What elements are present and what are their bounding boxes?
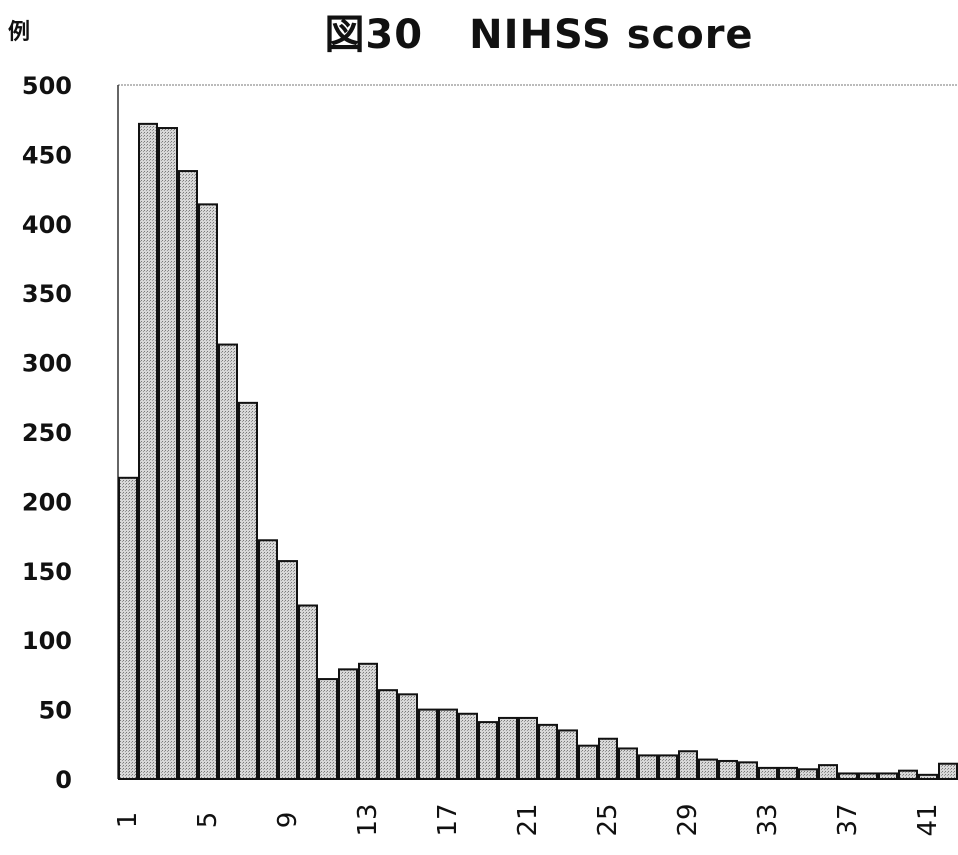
- bar: [458, 712, 478, 780]
- x-tick-label: 17: [433, 803, 463, 836]
- bar: [938, 762, 958, 780]
- bar: [378, 689, 398, 781]
- x-tick-label: 21: [513, 803, 543, 836]
- bar: [578, 744, 598, 780]
- bars: [118, 122, 958, 781]
- y-axis-ticks: 0 50 100 150 200 250 300 350 400 450 500: [22, 72, 72, 794]
- x-tick-label: 29: [673, 803, 703, 836]
- bar: [138, 122, 158, 780]
- bar: [418, 708, 438, 780]
- figure-number: 図30: [324, 12, 424, 58]
- bar: [278, 560, 298, 780]
- x-tick-label: 41: [913, 803, 943, 836]
- bar: [158, 127, 178, 780]
- x-tick-label: 37: [833, 803, 863, 836]
- bar: [798, 768, 818, 780]
- x-tick-label: 13: [353, 803, 383, 836]
- bar: [858, 772, 878, 780]
- bar: [558, 729, 578, 780]
- y-tick-label: 350: [22, 280, 72, 308]
- x-tick-label: 5: [193, 812, 223, 829]
- bar: [238, 401, 258, 780]
- bar: [598, 737, 618, 780]
- x-axis-ticks: 1 5 9 13 17 21 25 29 33 37 41: [113, 803, 943, 836]
- bar: [398, 693, 418, 780]
- bar: [298, 604, 318, 780]
- bar: [198, 203, 218, 781]
- bar: [258, 539, 278, 780]
- bar: [818, 764, 838, 780]
- bar: [778, 766, 798, 780]
- y-tick-label: 300: [22, 350, 72, 378]
- bar: [738, 761, 758, 780]
- bar: [338, 668, 358, 781]
- bar: [658, 754, 678, 780]
- bar: [318, 678, 338, 781]
- bar: [538, 723, 558, 780]
- x-tick-label: 1: [113, 812, 143, 829]
- bar: [518, 716, 538, 780]
- bar: [898, 769, 918, 780]
- title-text: NIHSS score: [469, 12, 754, 58]
- y-tick-label: 250: [22, 419, 72, 447]
- bar: [478, 721, 498, 780]
- chart-title: 図30 NIHSS score: [0, 2, 958, 60]
- bar: [218, 343, 238, 780]
- y-tick-label: 0: [55, 766, 72, 794]
- y-tick-label: 150: [22, 558, 72, 586]
- bar: [678, 750, 698, 780]
- y-tick-label: 50: [39, 697, 72, 725]
- y-tick-label: 500: [22, 72, 72, 100]
- bar: [438, 708, 458, 780]
- bar: [918, 773, 938, 780]
- bar: [498, 716, 518, 780]
- bar: [618, 747, 638, 780]
- bar: [878, 772, 898, 780]
- y-tick-label: 200: [22, 488, 72, 516]
- bar: [358, 662, 378, 781]
- x-tick-label: 9: [273, 812, 303, 829]
- y-axis-unit-label: 例: [8, 20, 31, 45]
- bar: [758, 766, 778, 780]
- y-tick-label: 100: [22, 627, 72, 655]
- bar: [838, 772, 858, 780]
- bar: [638, 754, 658, 780]
- bar: [718, 759, 738, 780]
- bar: [178, 170, 198, 780]
- y-tick-label: 450: [22, 141, 72, 169]
- bar: [698, 758, 718, 780]
- y-tick-label: 400: [22, 211, 72, 239]
- x-tick-label: 33: [753, 803, 783, 836]
- x-tick-label: 25: [593, 803, 623, 836]
- bar: [118, 476, 138, 780]
